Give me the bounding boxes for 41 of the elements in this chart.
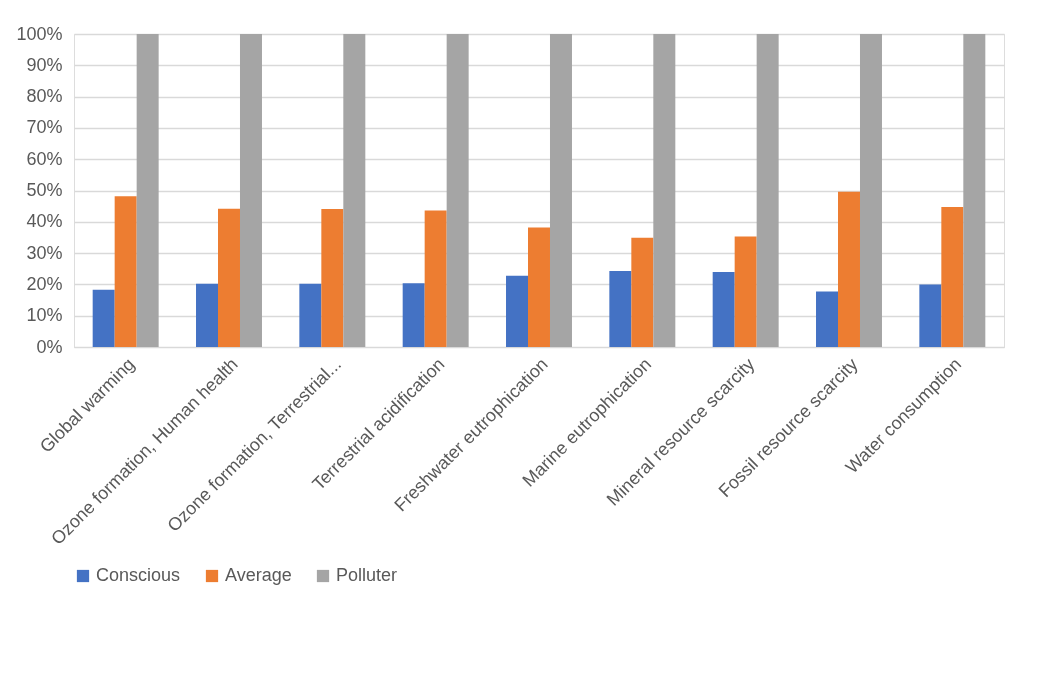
bar [136,34,159,347]
bar [712,271,735,347]
bar [196,283,219,347]
y-tick-label: 0% [36,336,63,357]
bar [941,207,964,347]
y-tick-label: 70% [26,117,63,138]
bar [424,210,447,347]
legend-label: Conscious [96,565,181,585]
bar [218,208,240,347]
y-tick-label: 50% [26,180,63,200]
bar [838,191,860,347]
y-tick-label: 40% [26,211,63,232]
y-tick-label: 10% [26,305,63,326]
bar [239,34,262,347]
bar [859,34,882,347]
bar [402,283,425,347]
y-tick-label: 30% [26,242,63,263]
bar [653,34,676,347]
bar [631,237,654,347]
bar [528,227,550,347]
y-tick-label: 90% [26,54,63,75]
bar [299,283,322,347]
bar [92,289,115,347]
bar [816,291,839,347]
bar [506,275,529,347]
bar [756,34,779,347]
bar [343,34,366,347]
bar [609,270,632,347]
y-tick-label: 80% [26,86,63,107]
bar [114,196,137,347]
bar [321,208,344,347]
bar [446,34,469,347]
legend-label: Polluter [336,565,398,585]
y-tick-label: 100% [16,23,63,44]
bar [963,34,986,347]
bar [549,34,572,347]
bar [734,236,757,347]
y-tick-label: 60% [26,148,63,169]
bar [919,284,942,347]
legend-label: Average [225,565,292,585]
y-tick-label: 20% [26,273,63,294]
